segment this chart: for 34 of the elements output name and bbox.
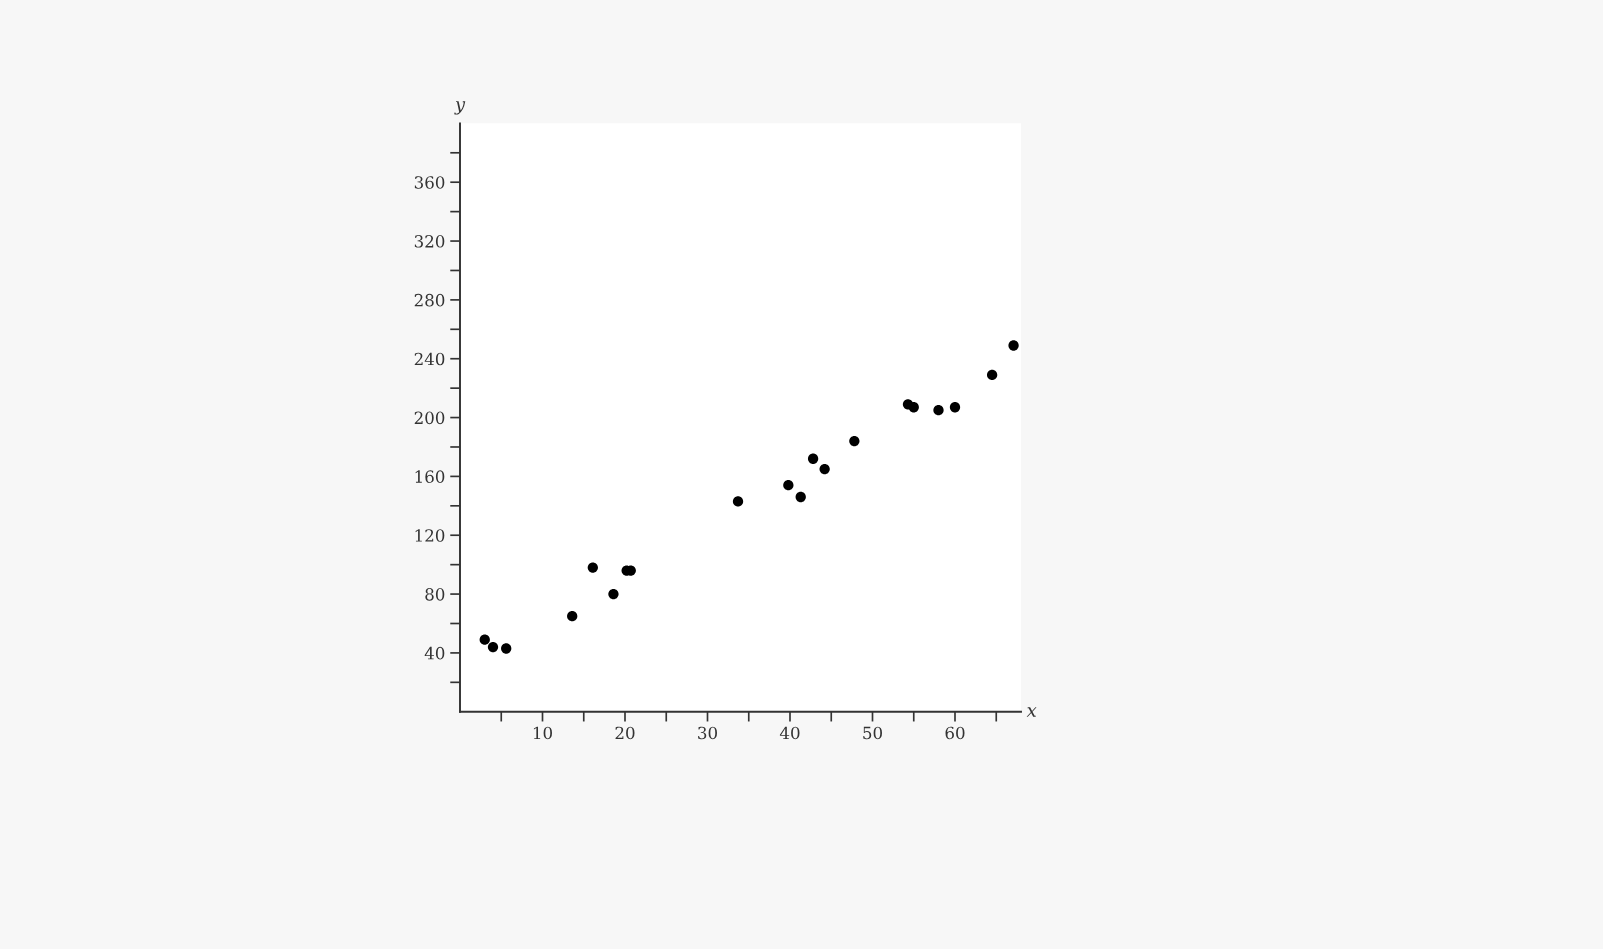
x-tick-label: 40 <box>779 726 800 740</box>
point <box>732 496 744 507</box>
y-tick-label: 40 <box>424 646 445 660</box>
point <box>849 435 860 447</box>
y-tick-label: 160 <box>415 470 445 483</box>
y-tick-label: 80 <box>425 588 445 601</box>
x-axis-title: x <box>1026 707 1037 717</box>
point <box>795 491 806 503</box>
x-tick-label: 20 <box>615 726 635 740</box>
point <box>933 405 944 416</box>
point <box>487 641 499 653</box>
point <box>501 643 512 654</box>
point <box>1008 340 1019 351</box>
y-tick-label: 240 <box>414 352 445 366</box>
point <box>949 402 961 413</box>
point <box>819 463 830 475</box>
point <box>986 369 998 381</box>
point <box>908 402 919 413</box>
point <box>567 610 578 622</box>
y-tick-label: 200 <box>414 411 445 425</box>
x-tick-label: 50 <box>863 726 882 740</box>
y-tick-label: 280 <box>414 293 445 307</box>
x-tick-label: 60 <box>945 726 965 740</box>
point <box>783 480 794 491</box>
point <box>807 453 819 464</box>
y-tick-label: 120 <box>415 529 445 542</box>
x-tick-label: 30 <box>698 726 717 740</box>
point <box>479 634 490 645</box>
y-tick-label: 360 <box>414 176 445 189</box>
point <box>608 588 619 600</box>
y-tick-label: 320 <box>414 235 445 248</box>
point <box>587 562 598 573</box>
x-tick-label: 10 <box>533 726 552 740</box>
y-axis-title: y <box>454 101 466 115</box>
